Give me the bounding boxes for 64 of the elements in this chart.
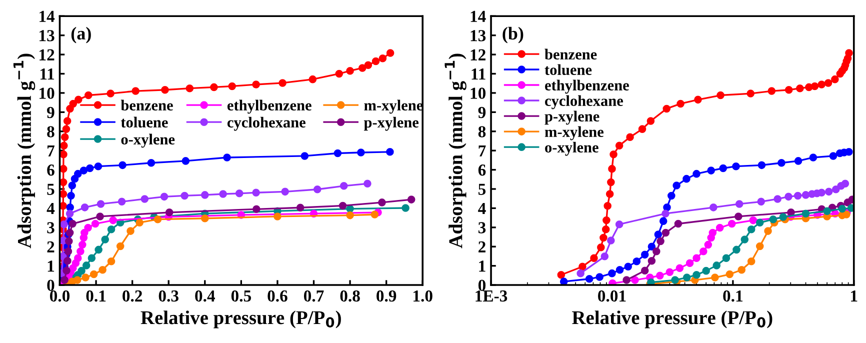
legend-label: cyclohexane [545, 95, 624, 110]
legend-label: o-xylene [121, 134, 175, 148]
x-tick-label: 0.8 [340, 290, 360, 302]
y-tick-label: 11 [40, 68, 54, 80]
x-axis-title: Relative pressure (P/P$_{0}$) [140, 310, 341, 328]
x-tick-label: 0.3 [158, 290, 178, 302]
y-tick-label: 3 [478, 222, 486, 234]
y-tick-label: 9 [478, 106, 486, 118]
y-tick-label: 6 [478, 164, 486, 176]
x-tick-label: 0.7 [304, 290, 324, 302]
y-tick-label: 0 [47, 280, 54, 291]
y-tick-label: 12 [40, 49, 54, 60]
x-tick-label: 1 [851, 290, 858, 302]
y-tick-label: 5 [478, 184, 486, 195]
x-tick-label: 0.2 [122, 290, 142, 302]
x-tick-label: 0.1 [723, 290, 742, 302]
y-tick-label: 13 [40, 30, 54, 42]
y-tick-label: 2 [478, 241, 486, 252]
x-tick-label: 0.1 [86, 290, 106, 302]
legend-label: o-xylene [545, 142, 598, 156]
y-tick-label: 8 [478, 126, 486, 138]
x-tick-label: 1E-3 [476, 290, 508, 302]
y-tick-label: 11 [472, 68, 486, 80]
legend-label: p-xylene [364, 116, 419, 131]
x-tick-label: 0.4 [195, 290, 215, 302]
y-tick-label: 4 [46, 203, 55, 214]
x-tick-label: 0.0 [50, 290, 70, 302]
y-tick-label: 1 [48, 260, 54, 272]
legend-label: ethylbenzene [545, 80, 629, 94]
y-tick-label: 7 [478, 145, 486, 156]
x-tick-label: 0.6 [268, 290, 288, 302]
legend-label: m-xylene [544, 126, 604, 140]
legend-label: ethylbenzene [227, 100, 312, 114]
y-axis-title: Adsorption (mmol g$^{−1}$) [444, 54, 466, 248]
x-tick-label: 1.0 [414, 290, 432, 302]
y-tick-label: 13 [470, 30, 486, 42]
y-tick-label: 12 [470, 49, 486, 60]
y-tick-label: 0 [478, 280, 486, 291]
y-axis-title: Adsorption (mmol g$^{−1}$) [13, 54, 36, 248]
y-tick-label: 8 [47, 126, 54, 138]
y-tick-label: 7 [48, 145, 54, 156]
y-tick-label: 1 [479, 260, 486, 272]
legend-label: cyclohexane [227, 116, 306, 131]
x-axis-title: Relative pressure (P/P$_{0}$) [572, 310, 772, 328]
y-tick-label: 10 [470, 88, 486, 99]
legend-label: toluene [120, 116, 168, 128]
y-tick-label: 4 [478, 203, 486, 214]
y-tick-label: 14 [470, 10, 486, 22]
y-tick-label: 9 [47, 106, 54, 118]
y-tick-label: 10 [40, 88, 54, 99]
x-tick-label: 0.01 [598, 290, 626, 302]
y-tick-label: 6 [47, 164, 54, 176]
y-tick-label: 5 [47, 184, 54, 195]
x-tick-label: 0.9 [376, 290, 396, 302]
y-tick-label: 2 [47, 241, 54, 252]
annotation: (a) [71, 26, 91, 44]
legend-label: benzene [544, 48, 597, 60]
x-tick-label: 0.5 [231, 290, 251, 302]
legend-label: benzene [120, 100, 173, 111]
legend-label: toluene [544, 64, 592, 76]
annotation: (b) [502, 26, 524, 44]
y-tick-label: 3 [47, 222, 54, 234]
y-tick-label: 14 [40, 10, 55, 22]
legend-label: p-xylene [544, 110, 600, 125]
